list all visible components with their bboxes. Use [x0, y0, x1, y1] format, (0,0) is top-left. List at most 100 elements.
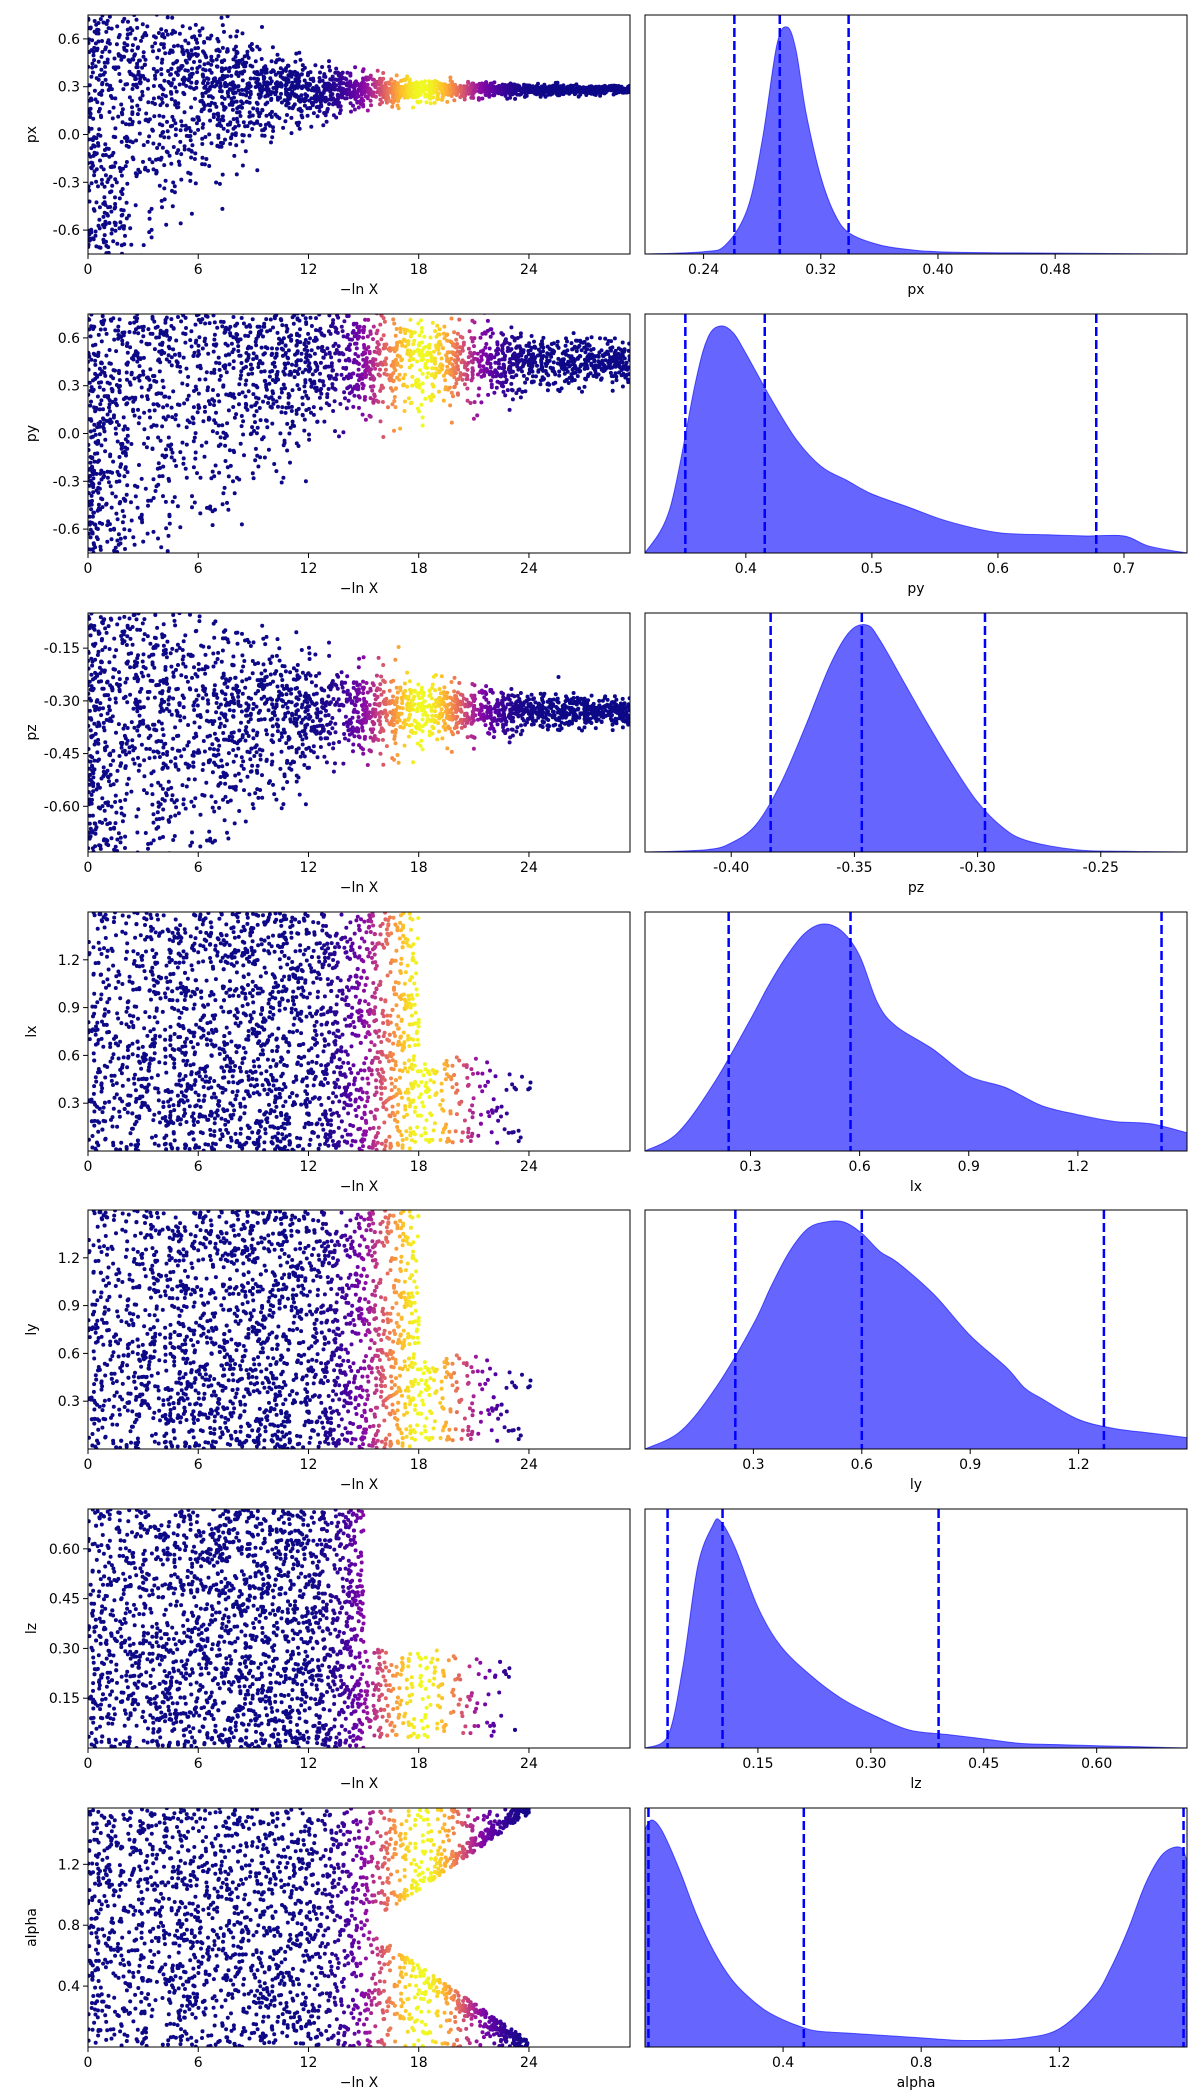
sample-point [216, 114, 221, 119]
sample-point [217, 49, 222, 54]
sample-point [209, 100, 214, 105]
sample-point [143, 57, 148, 62]
sample-point [381, 76, 386, 81]
sample-point [555, 339, 560, 344]
sample-point [172, 458, 177, 463]
sample-point [184, 83, 189, 88]
sample-point [381, 71, 386, 75]
sample-point [247, 133, 252, 138]
sample-point [156, 435, 161, 440]
sample-point [309, 124, 314, 129]
sample-point [150, 446, 155, 451]
sample-point [507, 341, 512, 346]
sample-point [302, 78, 307, 83]
sample-point [227, 362, 232, 367]
sample-point [317, 314, 322, 317]
sample-point [356, 94, 361, 99]
sample-point [220, 101, 225, 106]
sample-point [109, 231, 114, 236]
sample-point [156, 299, 160, 303]
sample-point [327, 351, 332, 356]
sample-point [304, 344, 309, 349]
sample-point [279, 274, 283, 278]
sample-point [128, 268, 132, 272]
sample-point [166, 435, 171, 440]
sample-point [336, 315, 341, 320]
sample-point [144, 33, 149, 38]
sample-point [617, 370, 622, 375]
sample-point [156, 403, 161, 408]
sample-point [142, 308, 146, 312]
sample-point [493, 360, 498, 365]
sample-point [258, 455, 263, 460]
sample-point [277, 341, 281, 346]
sample-point [207, 36, 212, 41]
sample-point [377, 349, 382, 354]
sample-point [578, 364, 583, 369]
sample-point [551, 381, 556, 386]
sample-point [202, 39, 207, 44]
sample-point [626, 348, 630, 353]
sample-point [271, 125, 275, 130]
sample-point [138, 356, 143, 361]
sample-point [225, 49, 230, 53]
sample-point [88, 91, 91, 96]
sample-point [93, 522, 98, 527]
sample-point [246, 334, 251, 338]
sample-point [221, 141, 225, 146]
sample-point [108, 205, 113, 209]
sample-point [143, 272, 147, 276]
sample-point [248, 330, 253, 335]
sample-point [194, 387, 199, 392]
sample-point [129, 442, 134, 446]
sample-point [255, 107, 260, 112]
sample-point [486, 392, 491, 397]
sample-point [509, 325, 514, 330]
sample-point [440, 97, 444, 102]
sample-point [197, 33, 202, 38]
sample-point [339, 372, 344, 377]
sample-point [210, 95, 215, 100]
sample-point [217, 367, 222, 372]
sample-point [334, 348, 339, 352]
sample-point [196, 46, 201, 50]
sample-point [121, 208, 126, 213]
sample-point [300, 314, 305, 317]
sample-point [211, 314, 216, 318]
sample-point [96, 441, 101, 445]
sample-point [361, 328, 366, 333]
sample-point [352, 88, 357, 93]
sample-point [91, 237, 96, 242]
sample-point [93, 362, 98, 367]
sample-point [241, 120, 246, 125]
sample-point [128, 248, 132, 252]
sample-point [381, 316, 386, 321]
sample-point [289, 337, 294, 342]
sample-point [159, 545, 164, 550]
sample-point [124, 370, 129, 375]
sample-point [257, 324, 262, 329]
sample-point [202, 78, 207, 83]
sample-point [259, 71, 264, 76]
sample-point [266, 447, 271, 452]
sample-point [280, 405, 285, 410]
sample-point [118, 500, 123, 504]
sample-point [323, 299, 327, 303]
sample-point [188, 244, 192, 248]
sample-point [244, 324, 249, 329]
sample-point [200, 125, 205, 130]
sample-point [578, 338, 583, 343]
sample-point [454, 377, 459, 382]
sample-point [299, 109, 304, 113]
sample-point [363, 277, 367, 281]
sample-point [177, 162, 182, 167]
sample-point [165, 403, 170, 408]
sample-point [285, 296, 289, 300]
sample-point [245, 124, 250, 129]
sample-point [243, 382, 248, 387]
sample-point [117, 33, 122, 37]
sample-point [177, 403, 182, 407]
sample-point [92, 459, 97, 464]
x-tick-label: 24 [520, 262, 538, 278]
sample-point [262, 307, 266, 311]
